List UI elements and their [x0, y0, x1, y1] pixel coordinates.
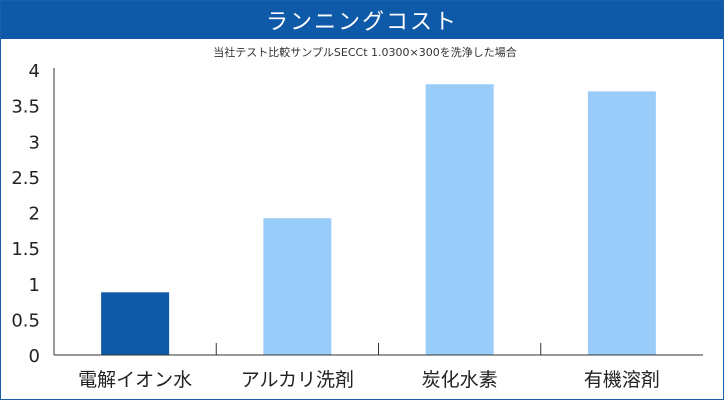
- bar-4: [587, 91, 656, 355]
- y-tick-label: 1: [29, 275, 40, 296]
- y-tick-label: 0: [29, 346, 40, 367]
- y-tick-label: 3.5: [11, 97, 40, 118]
- y-tick-label: 3: [29, 132, 40, 153]
- bar-3: [425, 84, 494, 355]
- category-label: アルカリ洗剤: [241, 369, 354, 391]
- y-tick-label: 2: [29, 204, 40, 225]
- bars: [101, 84, 656, 355]
- y-tick-label: 1.5: [11, 239, 40, 260]
- chart-subtitle: 当社テスト比較サンプルSECCt 1.0300×300を洗浄した場合: [213, 45, 516, 59]
- bar-2: [263, 218, 332, 355]
- y-tick-label: 2.5: [11, 168, 40, 189]
- category-label: 有機溶剤: [584, 369, 660, 391]
- chart-title: ランニングコスト: [265, 10, 458, 35]
- category-label: 電解イオン水: [78, 369, 192, 391]
- y-tick-label: 0.5: [11, 310, 40, 331]
- category-labels: 電解イオン水 アルカリ洗剤 炭化水素 有機溶剤: [78, 369, 660, 391]
- y-tick-label: 4: [29, 61, 40, 82]
- category-label: 炭化水素: [422, 369, 498, 391]
- bar-1: [101, 292, 170, 355]
- y-axis-ticks: 0 0.5 1 1.5 2 2.5 3 3.5 4: [11, 61, 40, 367]
- x-axis: [53, 68, 703, 356]
- chart-title-banner: ランニングコスト: [1, 1, 723, 39]
